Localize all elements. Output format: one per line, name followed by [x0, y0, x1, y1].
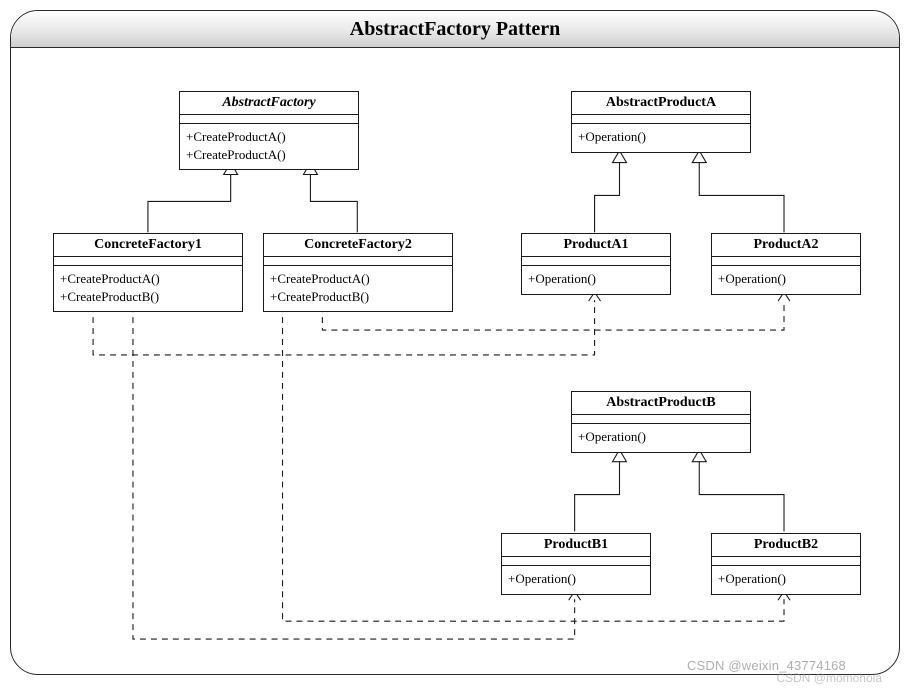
class-name: ProductB1	[502, 534, 650, 557]
class-operations: +Operation()	[522, 266, 670, 294]
class-ProductA1: ProductA1 +Operation()	[521, 233, 671, 295]
class-AbstractProductB: AbstractProductB +Operation()	[571, 391, 751, 453]
operation-item: +CreateProductA()	[186, 146, 352, 164]
class-attributes	[180, 115, 358, 124]
class-name: AbstractProductA	[572, 92, 750, 115]
class-attributes	[572, 115, 750, 124]
class-ProductB2: ProductB2 +Operation()	[711, 533, 861, 595]
class-name: ProductA2	[712, 234, 860, 257]
class-ConcreteFactory2: ConcreteFactory2 +CreateProductA()+Create…	[263, 233, 453, 312]
class-attributes	[572, 415, 750, 424]
class-attributes	[54, 257, 242, 266]
operation-item: +CreateProductB()	[60, 288, 236, 306]
operation-item: +CreateProductA()	[186, 128, 352, 146]
diagram-frame: AbstractFactory Pattern AbstractFactory +…	[10, 10, 900, 675]
class-operations: +Operation()	[712, 266, 860, 294]
class-name: AbstractProductB	[572, 392, 750, 415]
operation-item: +CreateProductB()	[270, 288, 446, 306]
watermark-text-2: CSDN @momohola	[776, 671, 882, 685]
class-attributes	[522, 257, 670, 266]
operation-item: +Operation()	[718, 270, 854, 288]
diagram-title: AbstractFactory Pattern	[11, 11, 899, 48]
class-operations: +CreateProductA()+CreateProductB()	[54, 266, 242, 311]
class-ConcreteFactory1: ConcreteFactory1 +CreateProductA()+Create…	[53, 233, 243, 312]
class-AbstractFactory: AbstractFactory +CreateProductA()+CreateP…	[179, 91, 359, 170]
class-operations: +Operation()	[572, 124, 750, 152]
class-attributes	[712, 257, 860, 266]
class-name: ConcreteFactory1	[54, 234, 242, 257]
class-AbstractProductA: AbstractProductA +Operation()	[571, 91, 751, 153]
operation-item: +Operation()	[528, 270, 664, 288]
class-operations: +CreateProductA()+CreateProductA()	[180, 124, 358, 169]
class-attributes	[712, 557, 860, 566]
class-ProductB1: ProductB1 +Operation()	[501, 533, 651, 595]
class-attributes	[264, 257, 452, 266]
class-name: ProductB2	[712, 534, 860, 557]
class-operations: +CreateProductA()+CreateProductB()	[264, 266, 452, 311]
class-name: ProductA1	[522, 234, 670, 257]
class-operations: +Operation()	[502, 566, 650, 594]
class-ProductA2: ProductA2 +Operation()	[711, 233, 861, 295]
class-name: ConcreteFactory2	[264, 234, 452, 257]
class-operations: +Operation()	[572, 424, 750, 452]
class-operations: +Operation()	[712, 566, 860, 594]
operation-item: +CreateProductA()	[60, 270, 236, 288]
operation-item: +Operation()	[578, 428, 744, 446]
class-name: AbstractFactory	[180, 92, 358, 115]
operation-item: +CreateProductA()	[270, 270, 446, 288]
operation-item: +Operation()	[718, 570, 854, 588]
operation-item: +Operation()	[578, 128, 744, 146]
class-attributes	[502, 557, 650, 566]
operation-item: +Operation()	[508, 570, 644, 588]
